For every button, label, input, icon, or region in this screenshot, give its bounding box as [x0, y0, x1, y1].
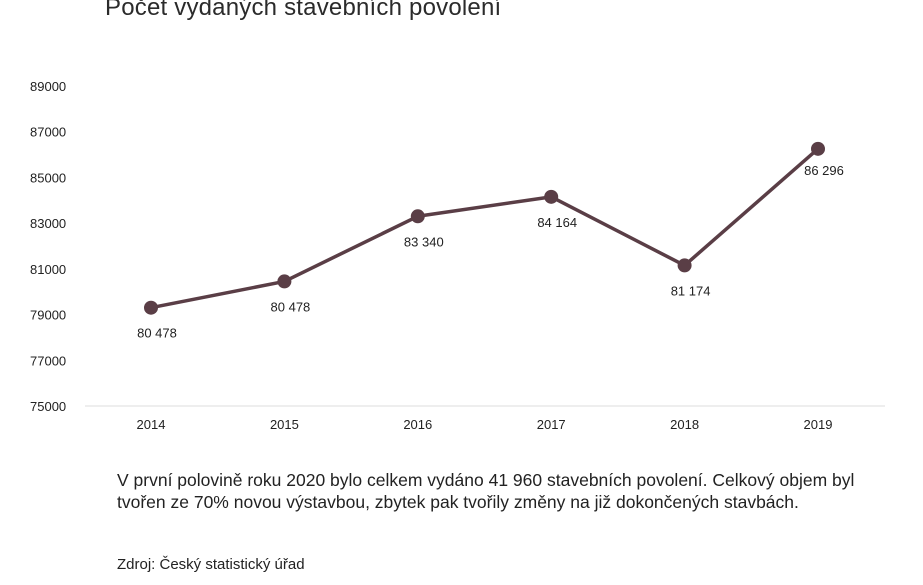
x-tick-label: 2014	[137, 417, 166, 432]
series-line-path	[149, 147, 820, 310]
data-point	[811, 141, 825, 156]
y-tick-label: 87000	[30, 125, 66, 140]
y-tick-label: 79000	[30, 308, 66, 323]
data-label: 80 478	[137, 326, 177, 341]
data-point	[410, 209, 425, 224]
y-tick-label: 77000	[30, 353, 66, 368]
data-label: 80 478	[271, 299, 311, 314]
x-tick-label: 2015	[270, 417, 299, 432]
source-note: Zdroj: Český statistický úřad	[117, 556, 305, 573]
data-label: 84 164	[537, 215, 577, 230]
y-tick-label: 83000	[30, 216, 66, 231]
line-chart: 75000 77000 79000 81000 83000 85000 87000 89000…	[30, 79, 885, 432]
data-point	[677, 258, 692, 273]
x-tick-label: 2018	[670, 417, 699, 432]
data-label: 86 296	[804, 163, 844, 178]
data-label: 81 174	[671, 283, 711, 298]
y-axis: 75000 77000 79000 81000 83000 85000 87000 89000	[30, 79, 66, 414]
x-tick-label: 2016	[403, 417, 432, 432]
data-label: 83 340	[404, 234, 444, 249]
data-point	[277, 274, 292, 289]
data-point	[544, 189, 559, 204]
y-tick-label: 89000	[30, 79, 66, 94]
x-tick-label: 2017	[537, 417, 566, 432]
chart-title: Počet vydaných stavebních povolení	[105, 0, 502, 21]
series-line: 80 478 80 478 83 340 84 164 81 174 86 296	[137, 141, 844, 341]
x-tick-label: 2019	[804, 417, 833, 432]
x-axis: 2014 2015 2016 2017 2018 2019	[137, 417, 833, 432]
y-tick-label: 85000	[30, 170, 66, 185]
data-point	[144, 300, 158, 315]
y-tick-label: 81000	[30, 262, 66, 277]
chart-description: V první polovině roku 2020 bylo celkem v…	[117, 470, 855, 512]
y-tick-label: 75000	[30, 399, 66, 414]
